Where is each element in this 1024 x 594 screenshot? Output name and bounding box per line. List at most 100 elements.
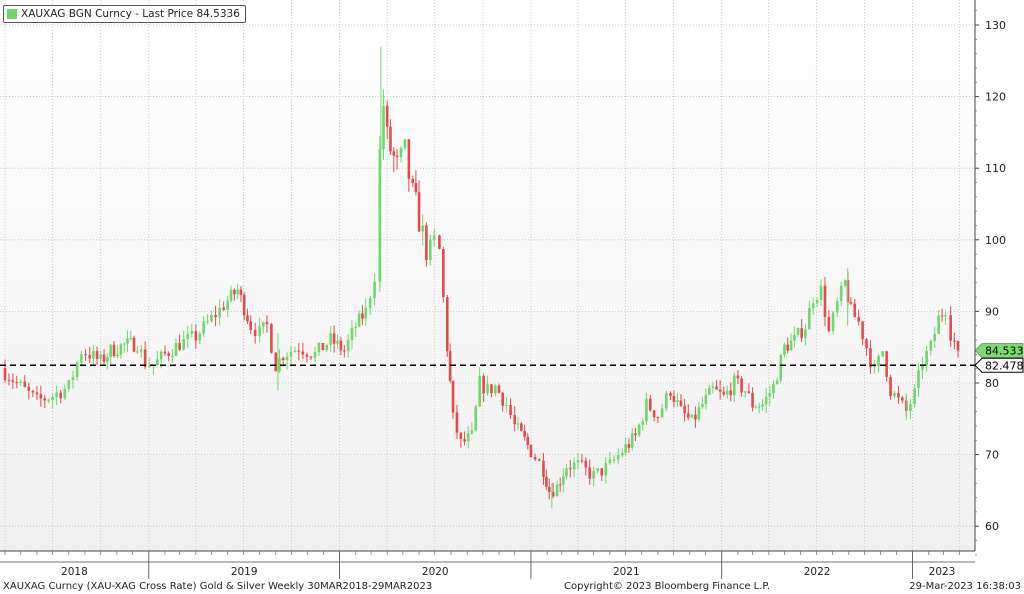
candle-body	[600, 468, 604, 476]
footer-description: XAUXAG Curncy (XAU-XAG Cross Rate) Gold …	[3, 581, 433, 592]
candle-body	[23, 381, 27, 387]
candle-body	[119, 344, 123, 355]
candle-body	[815, 299, 819, 304]
candle-body	[325, 344, 329, 351]
candle-body	[569, 468, 572, 470]
candle-body	[754, 407, 758, 409]
candle-body	[15, 382, 19, 384]
candle-body	[516, 423, 520, 425]
candle-body	[711, 386, 715, 388]
candle-body	[831, 312, 835, 332]
candle-body	[229, 290, 233, 301]
candle-body	[329, 333, 333, 345]
x-year-label: 2018	[61, 566, 88, 578]
candle-body	[572, 462, 576, 470]
candle-body	[715, 386, 718, 390]
candle-body	[239, 289, 243, 295]
candle-body	[921, 365, 924, 371]
candles	[3, 46, 960, 509]
candle-body	[807, 308, 811, 330]
candle-body	[494, 385, 497, 394]
candle-body	[823, 285, 827, 317]
candle-body	[414, 183, 418, 193]
candle-body	[861, 321, 864, 340]
candle-body	[612, 459, 616, 461]
candle-body	[929, 340, 933, 351]
candle-body	[156, 359, 159, 366]
candle-body	[877, 356, 880, 367]
candle-body	[84, 354, 87, 356]
candle-body	[725, 390, 729, 395]
candle-body	[596, 468, 600, 472]
candle-body	[357, 313, 361, 327]
candle-body	[403, 139, 407, 148]
candle-body	[800, 328, 804, 338]
candle-body	[218, 307, 221, 318]
candle-body	[71, 377, 75, 381]
candle-body	[55, 392, 58, 398]
candle-body	[783, 344, 786, 355]
candle-body	[913, 388, 916, 405]
candle-body	[305, 354, 309, 357]
candle-body	[411, 178, 415, 184]
candle-body	[214, 315, 217, 318]
candle-body	[39, 394, 43, 399]
candle-body	[881, 351, 885, 357]
candle-body	[641, 421, 645, 425]
candle-body	[466, 433, 470, 442]
candle-body	[285, 356, 289, 361]
candle-body	[448, 351, 452, 381]
footer-copyright: Copyright© 2023 Bloomberg Finance L.P.	[564, 581, 771, 592]
candle-body	[621, 452, 624, 456]
candle-body	[704, 394, 708, 404]
candle-body	[63, 388, 67, 399]
candle-body	[31, 390, 35, 393]
candle-body	[354, 326, 358, 329]
candle-body	[47, 399, 50, 401]
candle-body	[497, 385, 501, 393]
candle-body	[167, 353, 170, 357]
candle-body	[143, 349, 147, 368]
candle-body	[775, 380, 779, 385]
candle-body	[27, 386, 31, 391]
candle-body	[432, 235, 436, 240]
candle-body	[368, 298, 372, 308]
candle-body	[796, 328, 800, 335]
candle-body	[122, 343, 126, 345]
candle-body	[339, 340, 343, 351]
candle-body	[645, 398, 648, 422]
candle-body	[565, 468, 568, 477]
candle-body	[529, 444, 533, 457]
candle-body	[88, 355, 92, 359]
candle-body	[190, 331, 194, 335]
candle-body	[198, 333, 202, 341]
candle-body	[652, 410, 656, 418]
candle-body	[869, 348, 872, 368]
candle-body	[109, 344, 112, 358]
candle-body	[182, 338, 185, 350]
candle-body	[332, 333, 336, 344]
candle-body	[940, 315, 944, 317]
candle-body	[917, 370, 920, 389]
candle-body	[545, 476, 548, 487]
candle-body	[75, 362, 79, 378]
candle-body	[95, 351, 99, 359]
candle-body	[395, 155, 399, 158]
candle-body	[893, 393, 896, 397]
candle-body	[839, 285, 843, 302]
candle-body	[210, 315, 213, 322]
candle-body	[757, 406, 761, 408]
candle-body	[442, 249, 445, 298]
x-year-label: 2021	[612, 566, 640, 578]
candle-body	[672, 396, 676, 403]
candle-body	[293, 350, 297, 352]
candle-body	[779, 354, 783, 381]
candle-body	[562, 476, 565, 485]
candle-body	[378, 149, 382, 282]
candle-body	[811, 303, 815, 309]
y-tick-label: 60	[985, 520, 999, 533]
candle-body	[258, 326, 261, 336]
candle-body	[909, 404, 912, 411]
candle-body	[513, 415, 517, 425]
candle-body	[474, 406, 478, 431]
